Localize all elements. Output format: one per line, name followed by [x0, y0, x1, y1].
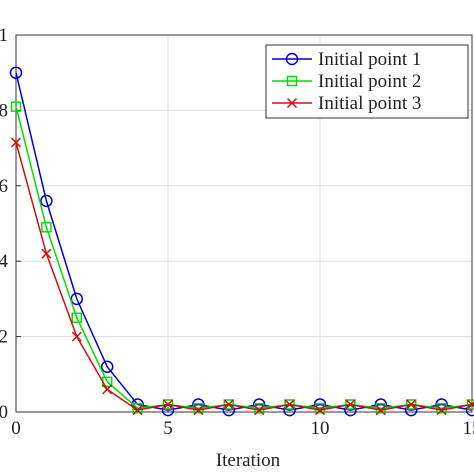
marker [223, 399, 234, 410]
marker [345, 399, 356, 410]
marker [193, 402, 204, 414]
marker [41, 248, 52, 259]
marker [71, 312, 83, 323]
marker [284, 399, 295, 410]
marker [132, 405, 143, 416]
marker [466, 399, 474, 410]
marker [71, 331, 82, 342]
marker [375, 402, 387, 414]
marker [10, 101, 22, 112]
marker [70, 292, 84, 306]
marker [132, 402, 143, 414]
series-line [15, 72, 473, 411]
marker [162, 399, 174, 410]
marker [10, 137, 22, 148]
marker [162, 399, 174, 410]
marker [9, 66, 23, 79]
marker [193, 405, 204, 416]
series-line [15, 106, 473, 410]
marker [345, 399, 356, 410]
y-tick-label: 0.2 [0, 327, 8, 348]
marker [253, 402, 265, 414]
marker [223, 399, 235, 410]
marker [314, 405, 326, 416]
x-tick-label: 15 [463, 418, 474, 439]
marker [284, 399, 295, 410]
marker [314, 402, 326, 414]
y-tick-label: 0 [0, 402, 8, 423]
marker [405, 399, 417, 410]
legend-label: Initial point 2 [318, 71, 421, 92]
y-tick-label: 0.8 [0, 100, 8, 121]
marker [102, 384, 113, 395]
y-tick-label: 0.4 [0, 251, 9, 272]
y-tick-label: 1 [0, 25, 8, 46]
marker [466, 399, 474, 410]
marker [100, 360, 114, 374]
series-line [15, 142, 473, 411]
marker [285, 52, 299, 66]
y-tick-label: 0.6 [0, 176, 8, 197]
marker [436, 402, 447, 414]
marker [41, 222, 52, 233]
x-tick-label: 10 [311, 418, 330, 439]
marker [286, 75, 298, 87]
x-axis-label: Iteration [216, 450, 281, 471]
x-tick-label: 5 [163, 418, 173, 439]
marker [286, 97, 298, 109]
legend-label: Initial point 3 [318, 93, 421, 114]
marker [375, 405, 386, 416]
plot-frame [15, 34, 473, 413]
marker [436, 405, 447, 416]
marker [254, 405, 265, 416]
marker [40, 194, 53, 208]
legend-label: Initial point 1 [318, 49, 421, 70]
x-tick-label: 0 [11, 418, 21, 439]
marker [406, 399, 417, 410]
